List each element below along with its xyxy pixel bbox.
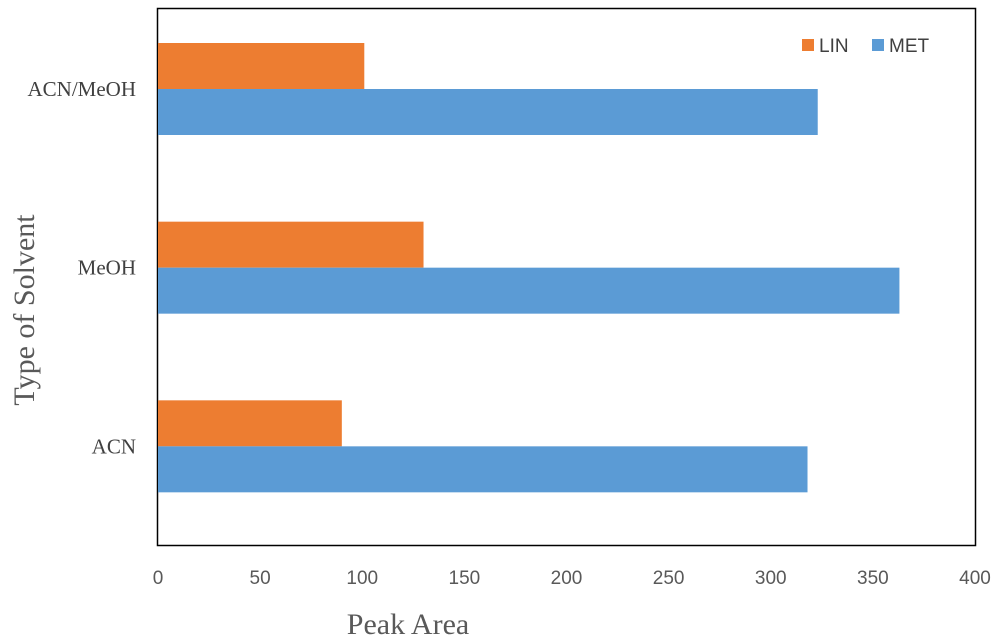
bars-layer xyxy=(158,43,900,493)
x-tick-label: 150 xyxy=(449,568,481,589)
x-tick-label: 400 xyxy=(959,568,991,589)
y-axis-categories: ACN/MeOH MeOH ACN xyxy=(28,77,137,458)
x-axis-ticks: 0 50 100 150 200 250 300 350 400 xyxy=(153,568,991,589)
legend-label-lin: LIN xyxy=(819,36,849,57)
y-category-label: MeOH xyxy=(78,256,136,280)
x-tick-label: 200 xyxy=(551,568,583,589)
plot-area-frame xyxy=(156,7,977,547)
x-tick-label: 300 xyxy=(755,568,787,589)
x-tick-label: 0 xyxy=(153,568,164,589)
y-category-label: ACN xyxy=(92,434,136,458)
bar-met-acn-meoh xyxy=(158,89,818,135)
bar-met-meoh xyxy=(158,267,900,314)
bar-lin-meoh xyxy=(158,221,424,268)
legend-swatch-lin xyxy=(802,39,814,51)
x-tick-label: 250 xyxy=(653,568,685,589)
legend-swatch-met xyxy=(872,39,884,51)
legend: LIN MET xyxy=(802,36,930,57)
x-tick-label: 100 xyxy=(346,568,378,589)
bar-lin-acn-meoh xyxy=(158,43,365,89)
x-tick-label: 50 xyxy=(250,568,271,589)
bar-lin-acn xyxy=(158,400,342,447)
bar-met-acn xyxy=(158,446,808,493)
x-axis-title: Peak Area xyxy=(347,608,469,638)
legend-label-met: MET xyxy=(889,36,930,57)
y-category-label: ACN/MeOH xyxy=(28,77,137,101)
x-tick-label: 350 xyxy=(857,568,889,589)
y-axis-title: Type of Solvent xyxy=(8,214,41,406)
